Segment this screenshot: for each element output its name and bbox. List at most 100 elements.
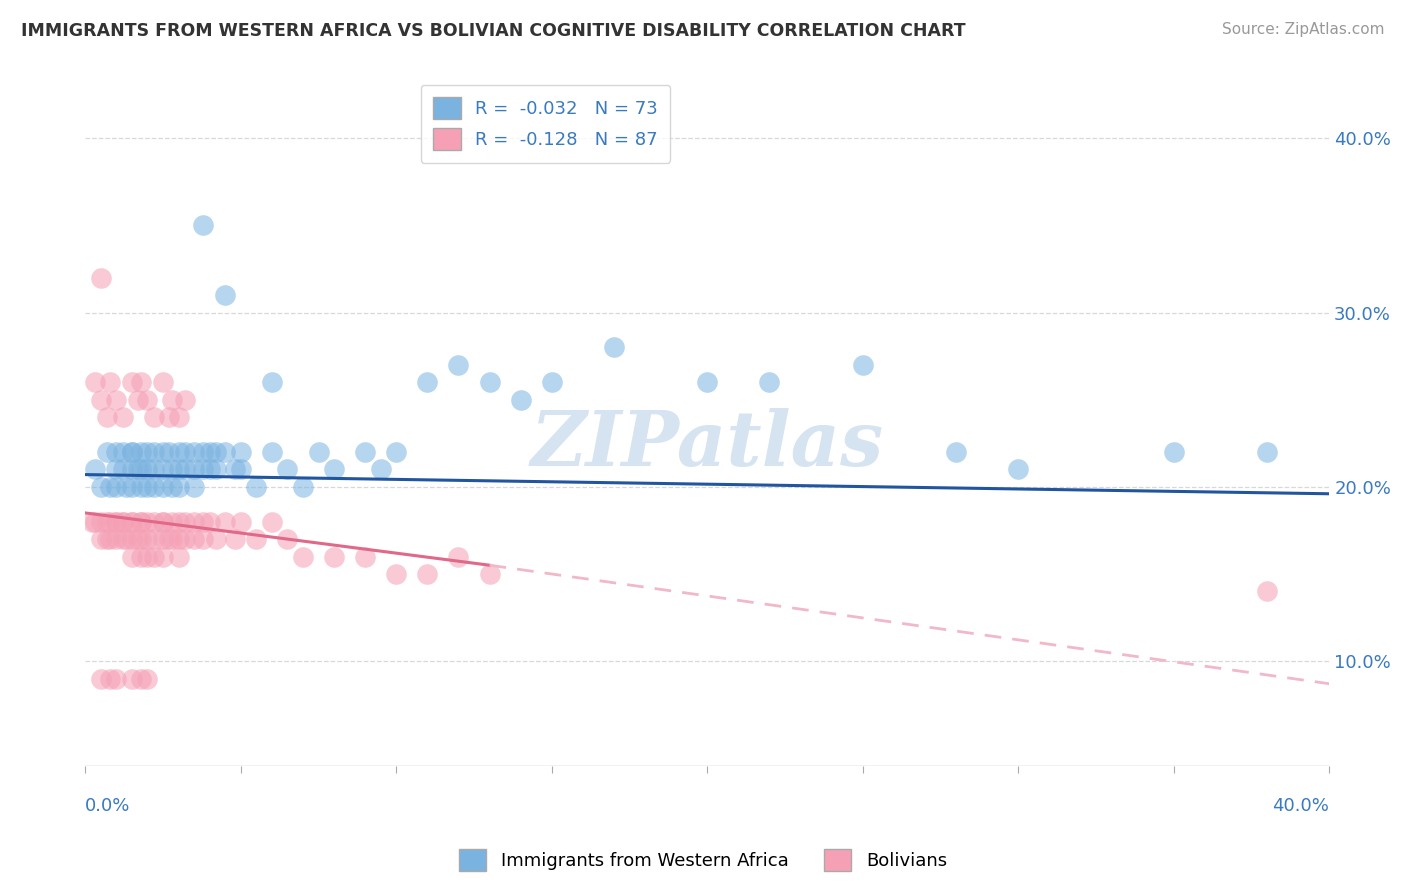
Text: 40.0%: 40.0% (1272, 797, 1329, 815)
Point (90, 532, 112, 546)
Point (127, 462, 149, 476)
Point (1007, 462, 1029, 476)
Point (96, 532, 118, 546)
Point (111, 462, 134, 476)
Point (142, 462, 165, 476)
Point (136, 532, 159, 546)
Point (245, 480, 267, 494)
Point (152, 549, 174, 564)
Point (224, 462, 246, 476)
Point (111, 445, 134, 459)
Point (129, 672, 152, 686)
Point (167, 532, 190, 546)
Point (198, 462, 221, 476)
Point (111, 515, 134, 529)
Text: ZIPatlas: ZIPatlas (530, 408, 884, 482)
Point (98, 672, 121, 686)
Point (152, 532, 174, 546)
Point (1256, 445, 1278, 459)
Point (127, 392, 149, 407)
Point (152, 462, 174, 476)
Point (385, 445, 408, 459)
Point (98, 480, 121, 494)
Point (96, 410, 118, 425)
Point (142, 549, 165, 564)
Point (105, 532, 128, 546)
Point (193, 445, 215, 459)
Point (157, 532, 180, 546)
Point (229, 462, 252, 476)
Point (121, 549, 143, 564)
Point (323, 462, 346, 476)
Point (173, 392, 195, 407)
Point (1163, 445, 1185, 459)
Point (173, 515, 195, 529)
Point (205, 445, 228, 459)
Point (945, 445, 967, 459)
Point (183, 462, 205, 476)
Point (260, 515, 283, 529)
Point (142, 480, 165, 494)
Point (80, 515, 103, 529)
Point (157, 445, 180, 459)
Point (96, 445, 118, 459)
Point (152, 480, 174, 494)
Text: 0.0%: 0.0% (86, 797, 131, 815)
Point (173, 532, 195, 546)
Point (224, 532, 246, 546)
Point (205, 462, 228, 476)
Point (167, 445, 190, 459)
Point (136, 549, 159, 564)
Point (105, 445, 128, 459)
Point (98, 532, 121, 546)
Point (385, 566, 408, 581)
Point (157, 410, 180, 425)
Point (198, 445, 221, 459)
Point (121, 376, 143, 390)
Point (142, 410, 165, 425)
Point (136, 392, 159, 407)
Point (114, 480, 136, 494)
Point (142, 445, 165, 459)
Point (370, 462, 392, 476)
Point (136, 445, 159, 459)
Point (121, 515, 143, 529)
Point (129, 376, 152, 390)
Point (105, 515, 128, 529)
Point (167, 410, 190, 425)
Point (90, 392, 112, 407)
Point (354, 445, 377, 459)
Point (416, 376, 439, 390)
Point (129, 462, 152, 476)
Point (167, 462, 190, 476)
Point (183, 480, 205, 494)
Legend: Immigrants from Western Africa, Bolivians: Immigrants from Western Africa, Bolivian… (451, 842, 955, 879)
Point (162, 515, 184, 529)
Point (129, 532, 152, 546)
Legend: R =  -0.032   N = 73, R =  -0.128   N = 87: R = -0.032 N = 73, R = -0.128 N = 87 (420, 85, 671, 163)
Point (416, 566, 439, 581)
Point (114, 532, 136, 546)
Point (292, 549, 315, 564)
Point (105, 672, 128, 686)
Point (1256, 584, 1278, 599)
Point (152, 376, 174, 390)
Point (162, 392, 184, 407)
Point (105, 480, 128, 494)
Point (292, 480, 315, 494)
Point (90, 270, 112, 285)
Point (83, 515, 105, 529)
Point (447, 549, 470, 564)
Point (193, 462, 215, 476)
Point (162, 462, 184, 476)
Point (162, 480, 184, 494)
Point (121, 515, 143, 529)
Point (111, 532, 134, 546)
Point (509, 392, 531, 407)
Point (758, 376, 780, 390)
Point (136, 480, 159, 494)
Point (142, 515, 165, 529)
Point (167, 549, 190, 564)
Point (478, 376, 501, 390)
Point (852, 358, 875, 372)
